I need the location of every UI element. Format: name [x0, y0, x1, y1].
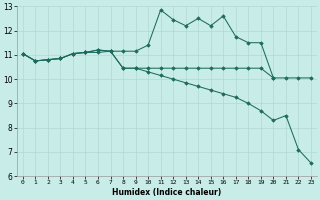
X-axis label: Humidex (Indice chaleur): Humidex (Indice chaleur): [112, 188, 221, 197]
